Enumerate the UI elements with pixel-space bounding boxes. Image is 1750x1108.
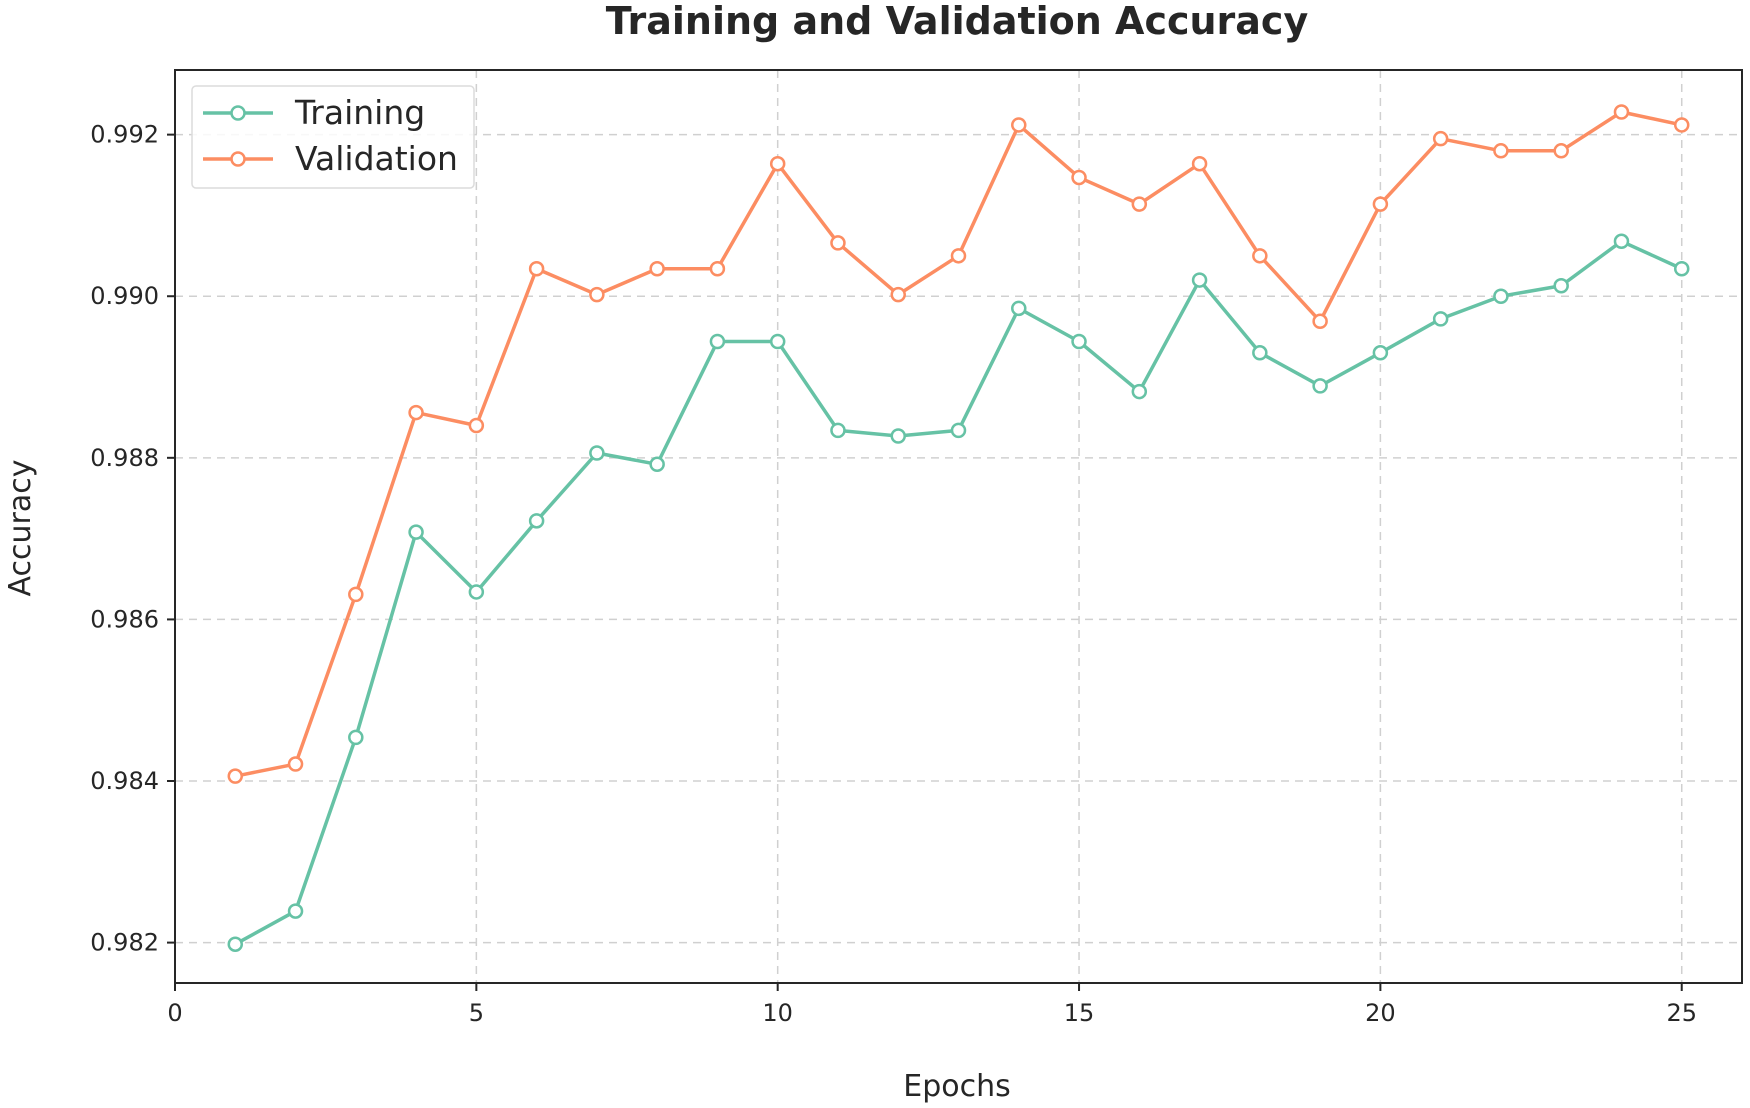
y-tick-label: 0.992 [90, 121, 159, 149]
training-point [1071, 333, 1087, 350]
training-point [408, 524, 424, 540]
x-tick-label: 10 [762, 999, 793, 1027]
validation-point [1553, 143, 1569, 159]
validation-line [233, 110, 1684, 778]
training-point [1372, 345, 1389, 361]
legend-label-training: Training [294, 93, 425, 132]
validation-point [408, 404, 424, 421]
validation-point [1673, 117, 1690, 133]
x-axis-label: Epochs [903, 1069, 1011, 1104]
legend-marker-training [230, 105, 246, 121]
legend: Training Validation [191, 85, 475, 189]
training-point [1673, 261, 1690, 277]
training-point [890, 428, 906, 444]
training-point [287, 903, 304, 919]
y-tick-label: 0.984 [90, 767, 159, 795]
training-point [1011, 300, 1027, 317]
validation-point [1071, 169, 1087, 186]
validation-point [287, 756, 304, 772]
validation-point [649, 261, 665, 277]
validation-point [1372, 196, 1389, 212]
training-point [1493, 288, 1509, 304]
y-tick-label: 0.988 [90, 444, 159, 472]
training-point [1252, 345, 1268, 361]
x-tick-label: 20 [1365, 999, 1396, 1027]
validation-point [589, 286, 605, 303]
training-point [950, 422, 967, 439]
validation-point [1252, 248, 1268, 264]
x-tick-label: 15 [1064, 999, 1095, 1027]
tick-layer: 0 5 10 15 20 25 0.982 0.984 0.986 0.988 0.990 0.992 [90, 121, 1697, 1027]
training-point [528, 513, 545, 529]
validation-point [1312, 313, 1328, 330]
validation-point [1131, 196, 1148, 212]
training-point [1553, 277, 1569, 294]
training-point [830, 422, 846, 439]
training-point [709, 333, 726, 350]
legend-marker-validation [230, 151, 246, 167]
validation-point [1613, 104, 1630, 120]
legend-label-validation: Validation [295, 139, 458, 178]
y-tick-label: 0.982 [90, 929, 159, 957]
training-point [1432, 311, 1449, 327]
validation-point [709, 261, 726, 277]
y-tick-label: 0.986 [90, 605, 159, 633]
validation-point [1493, 143, 1509, 159]
validation-point [227, 768, 244, 784]
chart-title: Training and Validation Accuracy [606, 0, 1309, 43]
training-line [233, 239, 1684, 946]
training-point [589, 445, 605, 461]
training-point [1191, 272, 1208, 288]
training-point [649, 456, 665, 473]
validation-point [528, 261, 545, 277]
validation-point [1191, 155, 1208, 172]
training-point [769, 333, 786, 350]
validation-point [830, 235, 846, 251]
plot-area-frame [174, 69, 1743, 984]
training-point [348, 729, 364, 746]
x-tick-label: 5 [469, 999, 484, 1027]
training-point [1312, 378, 1328, 394]
validation-point [1011, 117, 1027, 133]
series-layer [227, 104, 1690, 952]
training-point [1131, 383, 1148, 400]
training-point [1613, 233, 1630, 250]
grid-layer [174, 70, 1742, 983]
validation-point [950, 248, 967, 264]
y-axis-label: Accuracy [3, 460, 38, 597]
validation-point [769, 155, 786, 172]
x-tick-label: 25 [1666, 999, 1697, 1027]
validation-point [890, 286, 906, 303]
validation-point [348, 586, 364, 603]
training-point [468, 584, 485, 600]
x-tick-label: 0 [167, 999, 182, 1027]
training-point [227, 936, 244, 952]
validation-point [1432, 130, 1449, 147]
y-tick-label: 0.990 [90, 282, 159, 310]
validation-point [468, 417, 485, 434]
